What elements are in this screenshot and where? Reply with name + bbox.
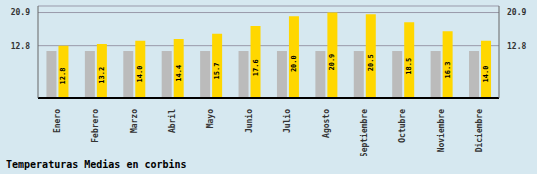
svg-text:Abril: Abril	[167, 109, 177, 133]
svg-text:20.9: 20.9	[11, 8, 30, 17]
svg-text:Mayo: Mayo	[206, 109, 215, 128]
svg-text:Septiembre: Septiembre	[359, 109, 369, 156]
svg-text:17.6: 17.6	[252, 59, 260, 76]
svg-text:16.3: 16.3	[444, 62, 452, 79]
svg-text:14.0: 14.0	[136, 66, 144, 83]
svg-text:18.5: 18.5	[405, 58, 413, 75]
svg-text:15.7: 15.7	[213, 63, 221, 80]
svg-text:20.9: 20.9	[507, 8, 526, 17]
svg-text:Julio: Julio	[282, 109, 292, 133]
svg-text:14.4: 14.4	[175, 65, 183, 82]
svg-text:Marzo: Marzo	[130, 109, 139, 133]
svg-text:Diciembre: Diciembre	[474, 109, 484, 153]
svg-text:14.0: 14.0	[482, 66, 490, 83]
svg-text:12.8: 12.8	[507, 42, 526, 51]
svg-text:Noviembre: Noviembre	[436, 109, 446, 153]
svg-text:20.9: 20.9	[328, 54, 336, 71]
svg-text:Agosto: Agosto	[322, 109, 331, 138]
svg-text:Enero: Enero	[53, 109, 62, 133]
svg-text:20.5: 20.5	[367, 54, 375, 71]
svg-text:13.2: 13.2	[98, 67, 106, 84]
html-text:Temperaturas Medias en corbins: Temperaturas Medias en corbins	[6, 159, 187, 170]
svg-text:20.0: 20.0	[290, 55, 298, 72]
svg-text:Octubre: Octubre	[398, 109, 407, 143]
svg-text:Febrero: Febrero	[91, 109, 100, 143]
svg-text:12.8: 12.8	[59, 68, 67, 85]
svg-text:Junio: Junio	[244, 109, 254, 133]
svg-text:12.8: 12.8	[11, 42, 30, 51]
